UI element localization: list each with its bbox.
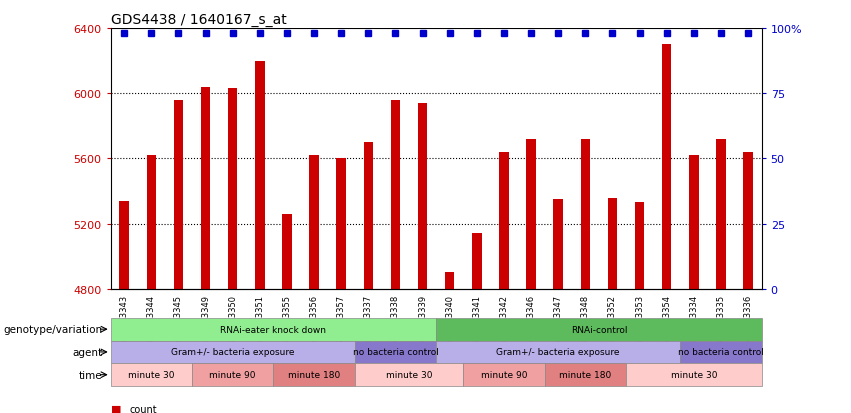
Bar [174,100,183,289]
Bar [363,143,373,289]
Text: Gram+/- bacteria exposure: Gram+/- bacteria exposure [496,348,620,356]
Bar [463,363,545,386]
Bar [526,140,536,289]
Bar [472,234,482,289]
Bar [445,273,454,289]
Text: minute 30: minute 30 [671,370,717,379]
Bar [391,100,400,289]
Bar [111,318,436,341]
Text: time: time [78,370,102,380]
Text: Gram+/- bacteria exposure: Gram+/- bacteria exposure [171,348,294,356]
Bar [545,363,626,386]
Text: minute 90: minute 90 [481,370,528,379]
Bar [255,62,265,289]
Bar [355,341,436,363]
Bar [580,140,590,289]
Bar [635,203,644,289]
Bar [680,341,762,363]
Bar [273,363,355,386]
Text: GDS4438 / 1640167_s_at: GDS4438 / 1640167_s_at [111,12,287,26]
Bar [111,341,355,363]
Bar [608,198,617,289]
Bar [436,318,762,341]
Bar [553,199,563,289]
Text: minute 90: minute 90 [209,370,256,379]
Bar [283,214,292,289]
Text: minute 30: minute 30 [128,370,174,379]
Text: minute 180: minute 180 [288,370,340,379]
Bar [743,152,753,289]
Bar [111,363,192,386]
Text: genotype/variation: genotype/variation [3,324,102,335]
Bar [119,201,129,289]
Bar [418,104,427,289]
Bar [228,89,237,289]
Text: minute 180: minute 180 [559,370,612,379]
Bar [500,152,509,289]
Bar [717,140,726,289]
Text: no bacteria control: no bacteria control [352,348,438,356]
Bar [309,156,319,289]
Bar [662,45,671,289]
Text: count: count [129,404,157,413]
Text: no bacteria control: no bacteria control [678,348,764,356]
Bar [626,363,762,386]
Text: agent: agent [72,347,102,357]
Text: ■: ■ [111,404,121,413]
Bar [146,156,156,289]
Bar [201,88,210,289]
Bar [355,363,463,386]
Bar [689,156,699,289]
Text: minute 30: minute 30 [386,370,432,379]
Text: RNAi-control: RNAi-control [571,325,627,334]
Bar [436,341,680,363]
Text: RNAi-eater knock down: RNAi-eater knock down [220,325,327,334]
Bar [192,363,273,386]
Bar [336,159,346,289]
